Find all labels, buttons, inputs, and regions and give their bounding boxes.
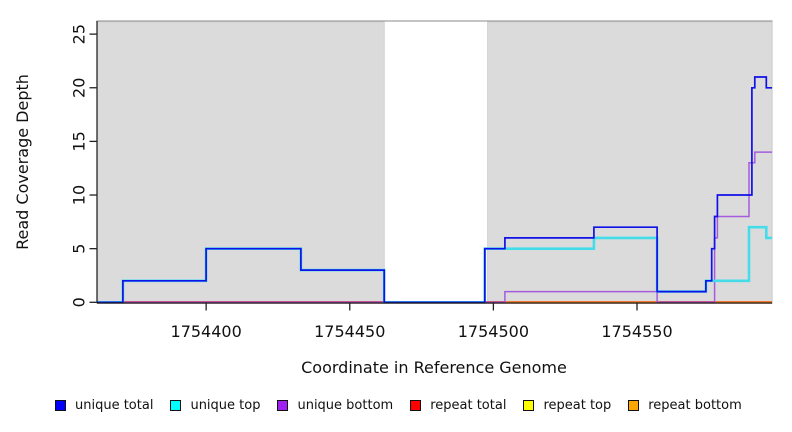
x-tick-label: 1754550 [601, 322, 672, 341]
shaded-region [96, 21, 385, 303]
y-tick-label: 10 [70, 185, 89, 205]
x-tick-label: 1754450 [314, 322, 385, 341]
x-axis-title: Coordinate in Reference Genome [301, 358, 567, 377]
y-tick-label: 0 [70, 297, 89, 307]
legend-label: unique total [75, 398, 154, 413]
legend-item-repeat-total: repeat total [410, 398, 506, 413]
legend-label: repeat bottom [648, 398, 742, 413]
series-line-unique-bottom [97, 151, 772, 304]
chart-axis-layer: 0 5 10 15 20 25 1754400 1754450 1754500 1754550 [70, 21, 772, 341]
y-tick-label: 20 [70, 78, 89, 98]
legend-item-repeat-bottom: repeat bottom [628, 398, 742, 413]
chart-series-layer [97, 76, 772, 304]
x-tick-label: 1754400 [171, 322, 242, 341]
legend-swatch [277, 400, 289, 411]
legend-label: unique top [190, 398, 261, 413]
shaded-region [487, 21, 773, 303]
legend: unique total unique top unique bottom repea… [55, 398, 742, 413]
legend-swatch [628, 400, 640, 411]
legend-swatch [523, 400, 535, 411]
y-tick-label: 15 [70, 131, 89, 151]
legend-swatch [170, 400, 182, 411]
legend-label: repeat total [430, 398, 507, 413]
y-tick-label: 25 [70, 24, 89, 44]
legend-swatch [55, 400, 66, 411]
y-axis-title: Read Coverage Depth [13, 74, 32, 250]
legend-item-unique-top: unique top [170, 398, 260, 413]
legend-item-unique-bottom: unique bottom [277, 398, 393, 413]
x-tick-label: 1754500 [458, 322, 529, 341]
legend-item-repeat-top: repeat top [523, 398, 611, 413]
legend-label: unique bottom [297, 398, 394, 413]
legend-label: repeat top [543, 398, 612, 413]
y-tick-label: 5 [70, 244, 89, 254]
chart-background-layer [96, 20, 773, 304]
legend-swatch [410, 400, 422, 411]
series-line-unique-total [97, 76, 772, 304]
legend-item-unique-total: unique total [55, 398, 153, 413]
